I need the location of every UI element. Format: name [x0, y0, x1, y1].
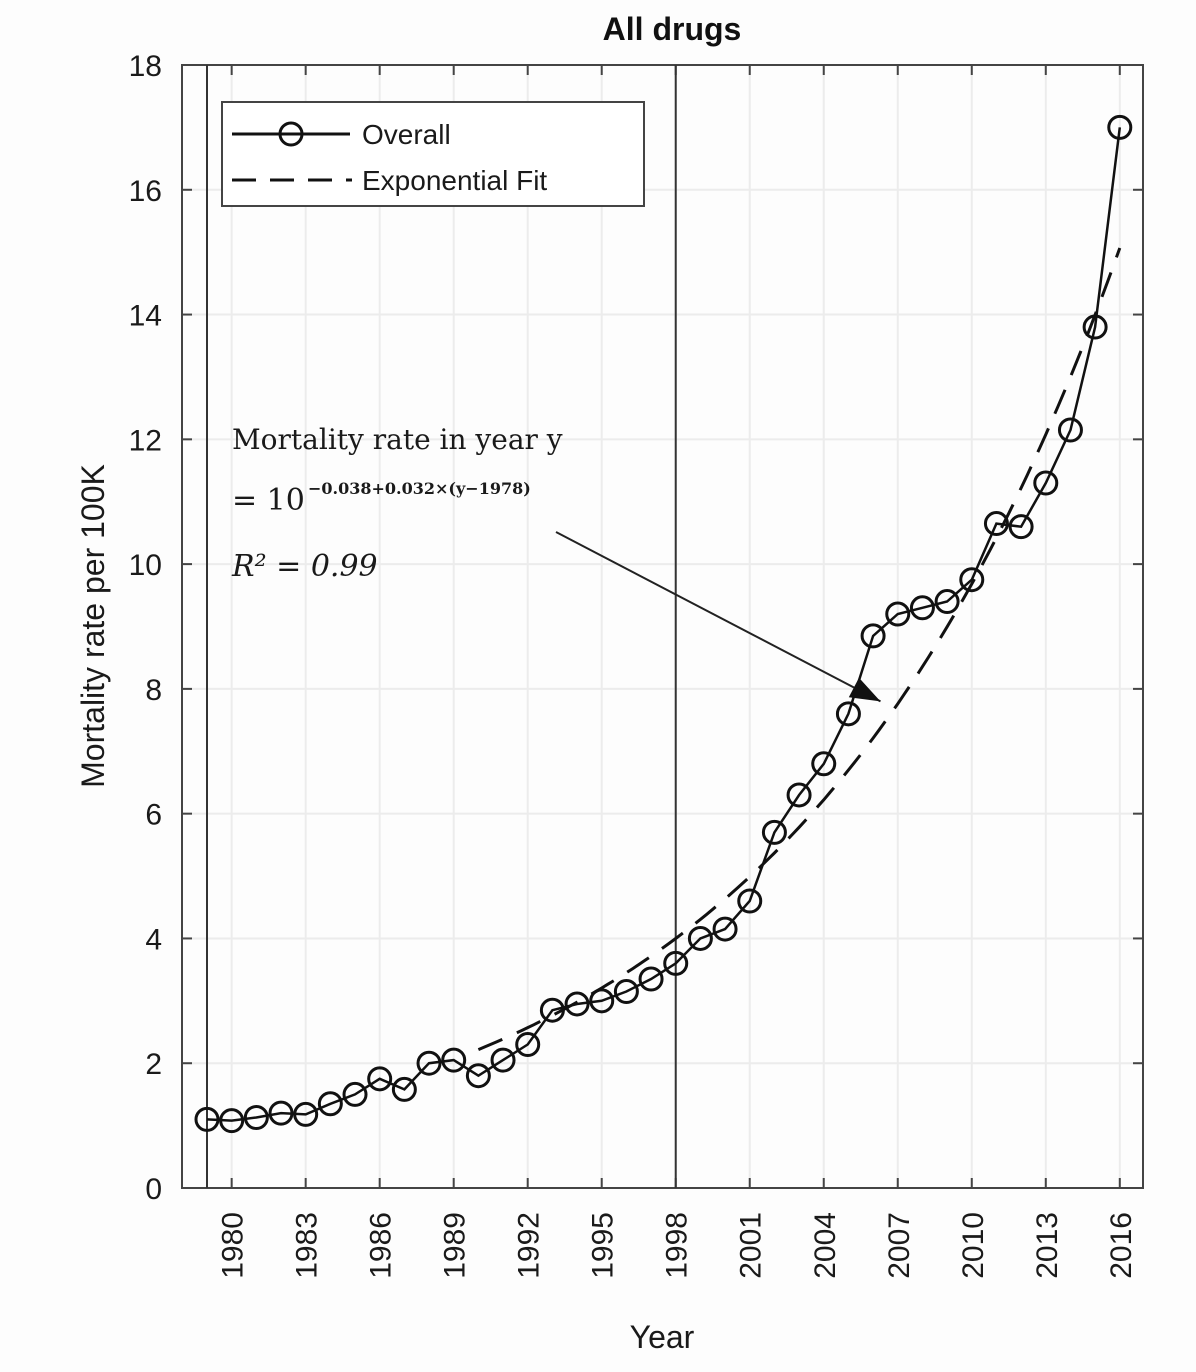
- data-point: [342, 1081, 368, 1107]
- y-tick-label: 18: [129, 50, 162, 83]
- y-tick-label: 14: [129, 300, 162, 333]
- data-point: [885, 601, 911, 627]
- y-tick-label: 6: [145, 799, 162, 832]
- data-point: [539, 997, 565, 1023]
- series-exponential-fit: [477, 247, 1122, 1051]
- y-tick-label: 2: [145, 1048, 162, 1081]
- data-point: [416, 1050, 442, 1076]
- data-point: [1107, 114, 1133, 140]
- data-point: [786, 782, 812, 808]
- grid-lines: [182, 64, 1143, 1189]
- data-point: [1008, 514, 1034, 540]
- data-point: [909, 595, 935, 621]
- data-point: [268, 1100, 294, 1126]
- y-axis-title: Mortality rate per 100K: [75, 464, 111, 788]
- annotation-arrowhead: [848, 677, 881, 702]
- legend: Overall Exponential Fit: [221, 101, 645, 207]
- data-point: [1057, 417, 1083, 443]
- data-point: [317, 1091, 343, 1117]
- x-tick-labels: 1980 1983 1986 1989 1992 1995 1998 2001 2004 2007…: [217, 1212, 1138, 1279]
- data-point: [663, 950, 689, 976]
- x-tick-label: 1992: [513, 1212, 546, 1279]
- overall-line: [206, 127, 1122, 1122]
- x-tick-label: 2010: [957, 1212, 990, 1279]
- data-point: [835, 701, 861, 727]
- x-tick-label: 1980: [217, 1212, 250, 1279]
- annotation-line2-base: = 10: [232, 483, 305, 518]
- chart-title: All drugs: [603, 11, 742, 47]
- legend-overall-label: Overall: [362, 119, 451, 150]
- x-tick-label: 1989: [439, 1212, 472, 1279]
- x-tick-label: 2004: [809, 1212, 842, 1279]
- data-point: [613, 978, 639, 1004]
- data-point: [1033, 470, 1059, 496]
- annotation-line2-exponent: −0.038+0.032×(y−1978): [308, 479, 531, 498]
- data-point: [959, 567, 985, 593]
- x-axis-title: Year: [630, 1319, 695, 1355]
- data-point: [391, 1076, 417, 1102]
- data-point: [860, 623, 886, 649]
- x-tick-label: 1995: [587, 1212, 620, 1279]
- x-tick-label: 2001: [735, 1212, 768, 1279]
- data-point: [761, 819, 787, 845]
- data-point: [515, 1032, 541, 1058]
- annotation-line1: Mortality rate in year y: [232, 423, 563, 456]
- legend-fit-label: Exponential Fit: [362, 165, 547, 196]
- legend-overall-marker: [278, 121, 304, 147]
- data-point: [934, 589, 960, 615]
- y-tick-label: 16: [129, 175, 162, 208]
- y-tick-labels: 0 2 4 6 8 10 12 14 16 18: [129, 50, 162, 1206]
- data-point: [712, 916, 738, 942]
- x-tick-label: 1998: [661, 1212, 694, 1279]
- x-tick-label: 2013: [1031, 1212, 1064, 1279]
- plot-frame: [181, 64, 1144, 1189]
- data-point: [243, 1105, 269, 1131]
- x-tick-label: 1986: [365, 1212, 398, 1279]
- data-point: [737, 888, 763, 914]
- y-tick-label: 0: [145, 1173, 162, 1206]
- data-point: [219, 1108, 245, 1134]
- data-point: [564, 991, 590, 1017]
- y-tick-label: 8: [145, 674, 162, 707]
- legend-box: [221, 101, 645, 207]
- annotation-arrow: [555, 531, 881, 703]
- data-point: [194, 1106, 220, 1132]
- axis-ticks: [182, 64, 1143, 1189]
- x-tick-label: 2007: [883, 1212, 916, 1279]
- data-point: [811, 751, 837, 777]
- y-tick-label: 4: [145, 923, 162, 956]
- x-tick-label: 1983: [291, 1212, 324, 1279]
- data-point: [293, 1101, 319, 1127]
- vertical-reference-lines: [206, 65, 677, 1188]
- data-point: [638, 966, 664, 992]
- series-overall: [194, 114, 1133, 1134]
- data-point: [367, 1066, 393, 1092]
- fit-annotation: Mortality rate in year y = 10 −0.038+0.0…: [231, 423, 881, 703]
- data-point: [490, 1047, 516, 1073]
- data-point: [589, 988, 615, 1014]
- data-point: [983, 511, 1009, 537]
- data-point: [465, 1063, 491, 1089]
- data-point: [441, 1047, 467, 1073]
- annotation-line3: R² = 0.99: [231, 549, 378, 584]
- x-tick-label: 2016: [1105, 1212, 1138, 1279]
- y-tick-label: 12: [129, 424, 162, 457]
- y-tick-label: 10: [129, 549, 162, 582]
- data-point: [687, 925, 713, 951]
- data-point: [1082, 314, 1108, 340]
- fit-line: [477, 247, 1122, 1051]
